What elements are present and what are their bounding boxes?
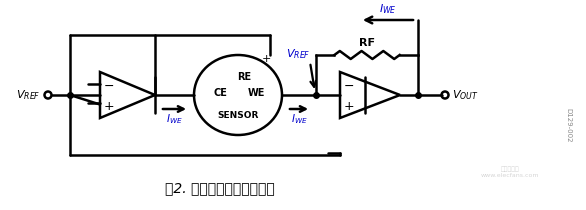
Text: SENSOR: SENSOR [217, 110, 258, 119]
Text: 电子发烧友
www.elecfans.com: 电子发烧友 www.elecfans.com [481, 166, 539, 178]
Text: $-$: $-$ [104, 79, 114, 92]
Text: 图2. 简化电化学传感器电路: 图2. 简化电化学传感器电路 [165, 181, 275, 195]
Text: $I_{WE}$: $I_{WE}$ [291, 112, 308, 126]
Text: $I_{WE}$: $I_{WE}$ [166, 112, 182, 126]
Text: $I_{WE}$: $I_{WE}$ [379, 2, 397, 16]
Text: $+$: $+$ [261, 54, 271, 64]
Text: D129-002: D129-002 [565, 108, 571, 142]
Text: WE: WE [247, 88, 265, 98]
Text: $V_{REF}$: $V_{REF}$ [285, 47, 310, 61]
Text: RE: RE [237, 72, 251, 82]
Text: $+$: $+$ [343, 101, 355, 113]
Text: RF: RF [359, 38, 375, 48]
Text: CE: CE [213, 88, 227, 98]
Text: $+$: $+$ [103, 101, 115, 113]
Text: $V_{REF}$: $V_{REF}$ [15, 88, 40, 102]
Text: $V_{OUT}$: $V_{OUT}$ [452, 88, 479, 102]
Text: $-$: $-$ [343, 79, 355, 92]
